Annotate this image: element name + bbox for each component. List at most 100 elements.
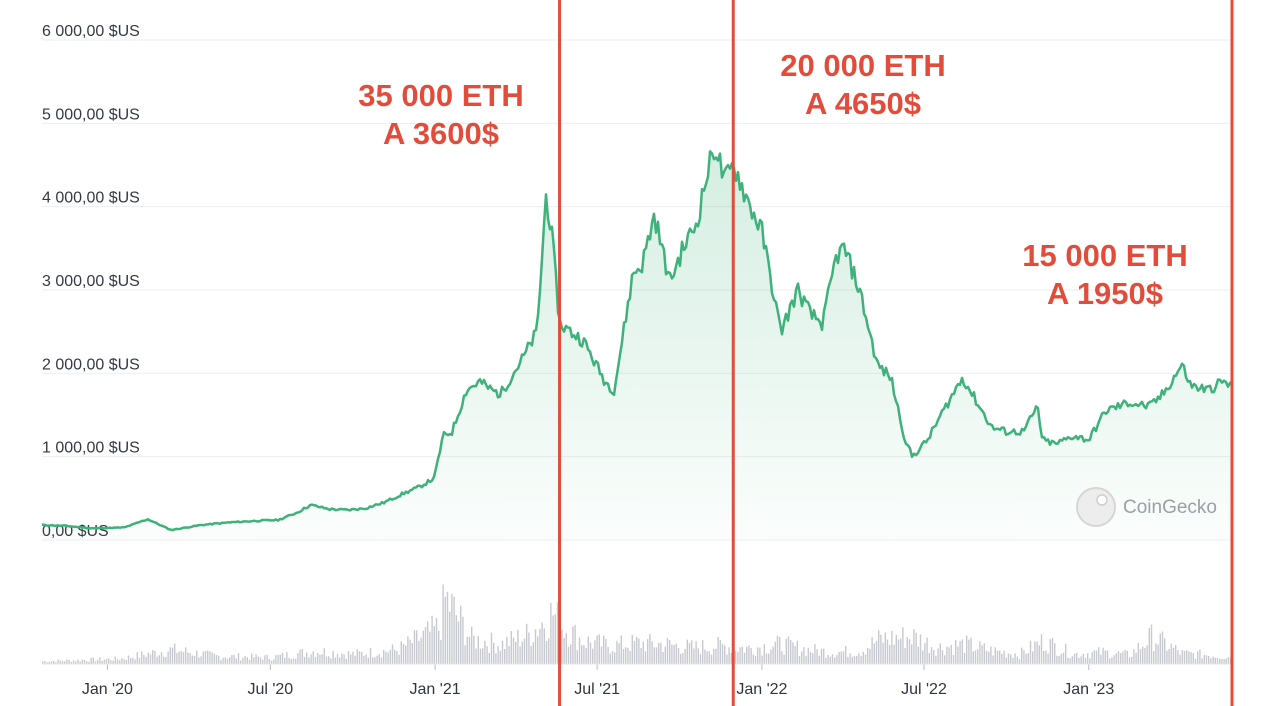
volume-bar: [1084, 657, 1087, 664]
volume-bar: [1181, 650, 1183, 664]
volume-bar: [1168, 648, 1170, 664]
volume-bar: [1043, 650, 1045, 664]
volume-bar: [710, 654, 713, 664]
volume-bar: [387, 652, 389, 664]
volume-bar: [347, 651, 350, 664]
volume-bar: [209, 651, 211, 664]
volume-bar: [156, 656, 158, 664]
volume-bar: [211, 652, 213, 664]
volume-bar: [314, 656, 317, 664]
volume-bar: [882, 642, 884, 664]
volume-bar: [169, 647, 171, 664]
annotation-price: A 3600$: [383, 116, 499, 151]
volume-bar: [193, 655, 196, 664]
volume-bar: [548, 638, 550, 664]
volume-bar: [856, 655, 858, 664]
volume-bar: [1038, 645, 1040, 664]
volume-bar: [429, 631, 431, 664]
volume-bar: [154, 650, 156, 664]
volume-bar: [1188, 651, 1190, 664]
volume-bar: [818, 655, 820, 664]
volume-bar: [55, 662, 57, 664]
volume-bar: [312, 651, 314, 664]
volume-bar: [1199, 649, 1201, 664]
y-tick-label: 1 000,00 $US: [42, 440, 140, 457]
volume-bar: [537, 636, 539, 664]
volume-bar: [585, 647, 587, 664]
volume-bar: [484, 640, 486, 664]
volume-bar: [974, 650, 977, 664]
volume-bar: [1003, 650, 1005, 664]
volume-bar: [528, 632, 530, 664]
volume-bar: [266, 654, 268, 664]
volume-bar: [662, 651, 664, 664]
volume-bar: [374, 657, 376, 664]
volume-bar: [776, 635, 779, 664]
volume-bar: [770, 649, 772, 664]
volume-bar: [963, 652, 966, 664]
volume-bar: [1065, 643, 1067, 664]
volume-bar: [717, 636, 719, 664]
volume-bar: [988, 651, 990, 664]
volume-bar: [1137, 642, 1139, 664]
volume-bar: [906, 637, 908, 664]
volume-bar: [1159, 633, 1161, 664]
volume-bar: [281, 652, 284, 664]
volume-bar: [402, 643, 405, 664]
volume-bar: [653, 647, 655, 664]
volume-bar: [790, 639, 792, 664]
volume-bars: [42, 584, 1232, 664]
volume-bar: [873, 643, 875, 664]
volume-bar: [757, 647, 759, 664]
x-axis: Jan '20 Jul '20 Jan '21 Jul '21 Jan '22 Jul '…: [42, 663, 1232, 698]
volume-bar: [284, 657, 286, 664]
volume-bar: [1212, 656, 1214, 664]
volume-bar: [394, 649, 396, 664]
volume-bar: [1104, 650, 1106, 664]
volume-bar: [570, 644, 572, 664]
volume-bar: [121, 658, 123, 664]
volume-bar: [1203, 654, 1205, 664]
gecko-logo-icon: [1076, 487, 1116, 527]
volume-bar: [937, 648, 939, 664]
volume-bar: [853, 655, 856, 664]
volume-bar: [1210, 658, 1212, 664]
volume-bar: [719, 639, 721, 664]
volume-bar: [334, 657, 336, 664]
volume-bar: [202, 651, 204, 664]
volume-bar: [1001, 653, 1003, 664]
volume-bar: [1177, 650, 1179, 664]
volume-bar: [1142, 646, 1144, 664]
volume-bar: [178, 651, 180, 664]
volume-bar: [352, 651, 354, 664]
volume-bar: [554, 614, 556, 664]
volume-bar: [378, 654, 380, 664]
volume-bar: [1216, 657, 1219, 664]
volume-bar: [851, 656, 853, 664]
volume-bar: [92, 657, 94, 664]
volume-bar: [1073, 653, 1076, 664]
volume-bar: [495, 653, 497, 664]
volume-bar: [123, 659, 125, 664]
volume-bar: [649, 633, 651, 664]
volume-bar: [970, 637, 972, 664]
x-tick-label: Jan '23: [1063, 681, 1114, 698]
volume-bar: [952, 654, 955, 664]
volume-bar: [1091, 652, 1093, 664]
volume-bar: [385, 651, 387, 664]
volume-bar: [862, 651, 864, 664]
volume-bar: [999, 650, 1001, 664]
volume-bar: [781, 651, 783, 664]
volume-bar: [831, 654, 834, 664]
volume-bar: [295, 658, 297, 664]
volume-bar: [741, 646, 743, 664]
volume-bar: [686, 639, 688, 664]
volume-bar: [915, 632, 917, 664]
volume-bar: [994, 647, 996, 664]
volume-bar: [1190, 652, 1192, 664]
volume-bar: [715, 648, 717, 664]
volume-bar: [499, 650, 501, 664]
volume-bar: [1027, 653, 1029, 664]
volume-bar: [299, 649, 301, 664]
volume-bar: [539, 628, 541, 664]
